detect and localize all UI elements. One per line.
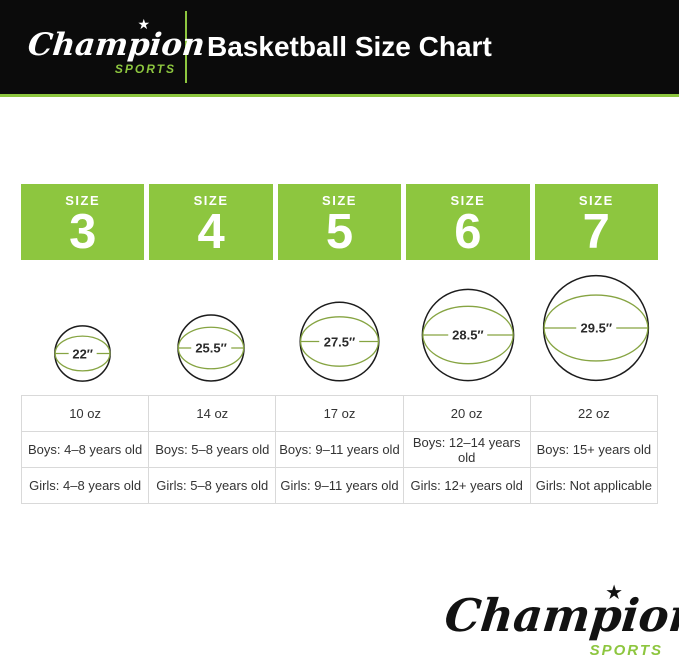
size-label: SIZE xyxy=(193,193,229,208)
size-label: SIZE xyxy=(322,193,357,208)
weight-cell: 17 oz xyxy=(275,395,404,432)
basketball-illustration: 29.5″ xyxy=(542,274,650,382)
ball-cell-size-5: 27.5″ xyxy=(278,260,401,385)
ball-cell-size-7: 29.5″ xyxy=(535,260,658,385)
footer: Champion ★ SPORTS xyxy=(442,582,679,657)
boys-age-cell: Boys: 5–8 years old xyxy=(148,431,277,468)
basketball-illustration: 25.5″ xyxy=(177,314,245,382)
champion-sports-logo-footer: Champion ★ SPORTS xyxy=(442,582,679,657)
header-divider xyxy=(185,11,187,83)
size-cell-3: SIZE 3 xyxy=(21,184,145,260)
size-number: 5 xyxy=(325,205,354,259)
size-cell-5: SIZE 5 xyxy=(277,184,402,260)
size-number: 6 xyxy=(454,205,482,259)
girls-age-cell: Girls: Not applicable xyxy=(529,467,659,504)
ball-cell-size-3: 22″ xyxy=(21,260,144,385)
diameter-label: 28.5″ xyxy=(448,327,488,343)
size-cell-4: SIZE 4 xyxy=(149,184,273,260)
size-number: 7 xyxy=(582,205,610,259)
size-label: SIZE xyxy=(450,193,486,208)
boys-age-cell: Boys: 4–8 years old xyxy=(20,431,150,468)
table-row-boys: Boys: 4–8 years old Boys: 5–8 years old … xyxy=(20,431,659,468)
size-cell-6: SIZE 6 xyxy=(406,184,530,260)
diameter-label: 27.5″ xyxy=(319,334,360,349)
size-header-row: SIZE 3 SIZE 4 SIZE 5 SIZE 6 SIZE 7 xyxy=(21,184,658,260)
ball-cell-size-4: 25.5″ xyxy=(149,260,272,385)
weight-cell: 14 oz xyxy=(148,395,277,432)
header-bar: Champion ★ SPORTS Basketball Size Chart xyxy=(0,0,679,97)
weight-cell: 20 oz xyxy=(402,395,531,432)
girls-age-cell: Girls: 4–8 years old xyxy=(20,467,150,504)
diameter-label: 22″ xyxy=(68,346,98,361)
diameter-label: 29.5″ xyxy=(576,320,617,336)
ball-cell-size-6: 28.5″ xyxy=(406,260,529,385)
brand-sub: SPORTS xyxy=(589,642,663,657)
size-number: 3 xyxy=(69,205,97,259)
balls-row: 22″ 25.5″ 27.5″ xyxy=(21,260,658,385)
page-title: Basketball Size Chart xyxy=(207,31,492,62)
basketball-illustration: 22″ xyxy=(54,325,111,382)
girls-age-cell: Girls: 9–11 years old xyxy=(275,467,404,504)
weight-cell: 22 oz xyxy=(529,395,659,432)
basketball-illustration: 28.5″ xyxy=(421,288,515,382)
boys-age-cell: Boys: 12–14 years old xyxy=(402,431,531,468)
star-icon: ★ xyxy=(137,16,150,32)
boys-age-cell: Boys: 15+ years old xyxy=(529,431,659,468)
girls-age-cell: Girls: 5–8 years old xyxy=(148,467,277,504)
brand-name: Champion xyxy=(442,589,679,642)
size-number: 4 xyxy=(197,205,225,259)
spec-table: 10 oz 14 oz 17 oz 20 oz 22 oz Boys: 4–8 … xyxy=(20,395,659,504)
table-row-weight: 10 oz 14 oz 17 oz 20 oz 22 oz xyxy=(20,395,659,432)
table-row-girls: Girls: 4–8 years old Girls: 5–8 years ol… xyxy=(20,467,659,504)
brand-sub: SPORTS xyxy=(114,62,176,76)
weight-cell: 10 oz xyxy=(20,395,150,432)
champion-sports-logo-header: Champion ★ SPORTS xyxy=(26,16,207,78)
boys-age-cell: Boys: 9–11 years old xyxy=(275,431,404,468)
spec-table-wrap: 10 oz 14 oz 17 oz 20 oz 22 oz Boys: 4–8 … xyxy=(20,395,659,504)
size-label: SIZE xyxy=(578,193,614,208)
star-icon: ★ xyxy=(605,582,623,604)
girls-age-cell: Girls: 12+ years old xyxy=(402,467,531,504)
size-label: SIZE xyxy=(65,193,101,208)
diameter-label: 25.5″ xyxy=(191,340,231,356)
size-cell-7: SIZE 7 xyxy=(534,184,658,260)
basketball-illustration: 27.5″ xyxy=(299,301,380,382)
